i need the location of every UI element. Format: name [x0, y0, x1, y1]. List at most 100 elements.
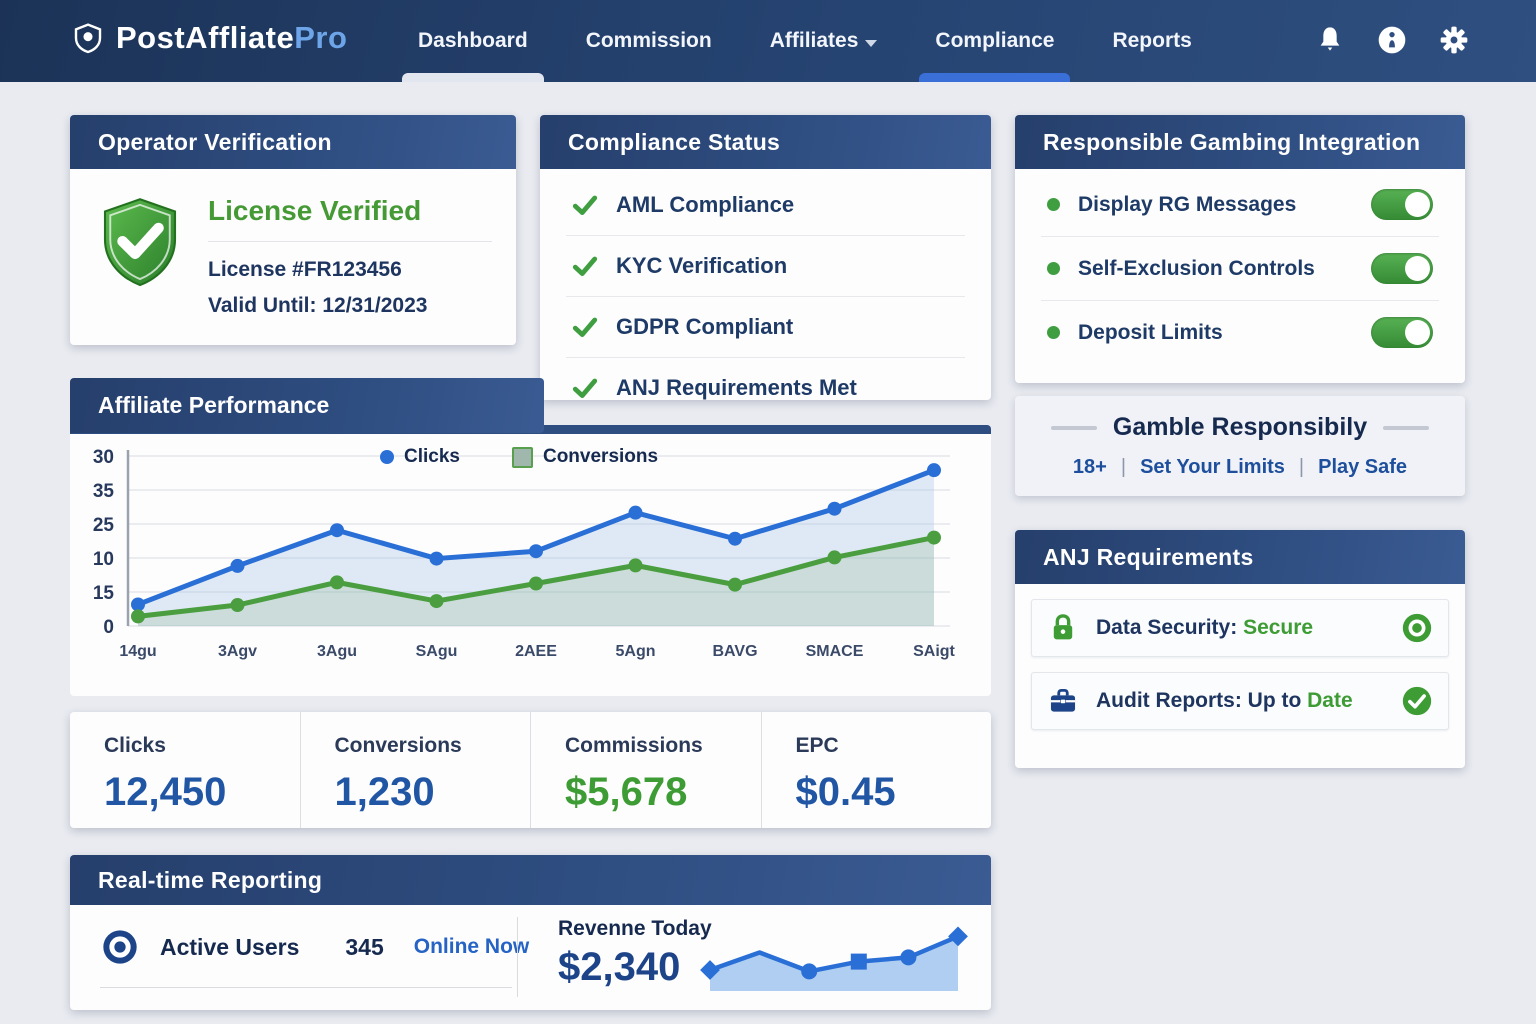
rg-toggle-list: Display RG Messages Self-Exclusion Contro… [1015, 169, 1465, 364]
online-now-label[interactable]: Online Now [413, 935, 530, 958]
chevron-down-icon [865, 39, 878, 47]
anj-requirement-value: Date [1307, 689, 1353, 712]
legend-clicks: Clicks [380, 446, 460, 468]
toggle-switch[interactable] [1371, 189, 1433, 220]
nav-item-affiliates[interactable]: Affiliates [770, 0, 878, 82]
gamble-responsibly-title: Gamble Responsibily [1112, 413, 1368, 441]
nav-item-label: Affiliates [769, 29, 859, 52]
check-icon [572, 378, 598, 398]
divider-dash [1050, 425, 1097, 430]
revenue-sparkline-chart [700, 926, 968, 991]
stat-value: 12,450 [104, 770, 227, 814]
nav-item-commission[interactable]: Commission [586, 0, 712, 82]
compliance-status-header: Compliance Status [540, 115, 991, 169]
svg-text:15: 15 [93, 583, 115, 604]
nav-action-icons [1314, 24, 1470, 56]
stat-epc: EPC $0.45 [762, 712, 992, 828]
svg-text:25: 25 [93, 515, 115, 536]
nav-item-label: Compliance [935, 29, 1055, 52]
operator-verification-title: Operator Verification [98, 128, 332, 155]
anj-requirement-text: Data Security: Secure [1096, 616, 1314, 639]
responsible-gambling-title: Responsible Gambing Integration [1043, 128, 1421, 155]
rg-setting-label: Deposit Limits [1078, 320, 1223, 344]
gamble-tag[interactable]: Play Safe [1318, 456, 1408, 478]
stat-value: $0.45 [795, 770, 896, 814]
nav-item-label: Reports [1112, 29, 1192, 52]
active-tab-indicator [402, 73, 544, 82]
anj-requirements-header: ANJ Requirements [1015, 530, 1465, 584]
toggle-switch[interactable] [1371, 253, 1433, 284]
stat-label: Clicks [104, 734, 166, 757]
top-navigation-bar: PostAffliatePro Dashboard Commission Affil… [0, 0, 1536, 82]
affiliate-performance-chart: 30 35 25 10 15 0 14gu 3Agv 3Agu SAgu 2AEE 5Agn BAVG S… [93, 447, 956, 660]
responsible-gambling-header: Responsible Gambing Integration [1015, 115, 1465, 169]
nav-item-dashboard[interactable]: Dashboard [402, 0, 544, 82]
active-users-icon [103, 930, 137, 964]
anj-requirement-value: Secure [1243, 616, 1314, 639]
affiliate-performance-title: Affiliate Performance [98, 392, 330, 418]
anj-requirements-card: ANJ Requirements Data Security: Secure Au… [1015, 530, 1465, 768]
green-dot-icon [1047, 326, 1060, 339]
active-tab-indicator [919, 73, 1071, 82]
operator-verification-header: Operator Verification [70, 115, 516, 169]
stat-label: EPC [795, 734, 839, 757]
compliance-item-label: GDPR Compliant [616, 314, 794, 339]
gamble-tag[interactable]: 18+ [1072, 456, 1107, 478]
license-valid-until: Valid Until: 12/31/2023 [208, 294, 428, 317]
legend-conversions: Conversions [511, 446, 658, 468]
active-users-label: Active Users [160, 933, 300, 960]
realtime-reporting-header: Real-time Reporting [70, 855, 991, 905]
compliance-item: KYC Verification [566, 236, 965, 297]
rg-setting-label: Display RG Messages [1078, 192, 1297, 216]
nav-item-reports[interactable]: Reports [1112, 0, 1191, 82]
svg-text:10: 10 [93, 549, 114, 570]
gear-icon[interactable] [1438, 24, 1470, 56]
responsible-gambling-card: Responsible Gambing Integration Display … [1015, 115, 1465, 383]
bell-icon[interactable] [1314, 24, 1346, 56]
rg-setting-row: Deposit Limits [1041, 301, 1439, 364]
check-icon [572, 195, 598, 215]
green-dot-icon [1047, 198, 1060, 211]
nav-item-compliance[interactable]: Compliance [919, 0, 1071, 82]
nav-menu: Dashboard Commission Affiliates Compliance R… [402, 0, 1192, 82]
nav-item-label: Dashboard [418, 29, 528, 52]
anj-requirement-text: Audit Reports: Up to Date [1096, 689, 1353, 712]
license-status: License Verified [208, 195, 492, 242]
compliance-item: GDPR Compliant [566, 297, 965, 358]
anj-requirement-row: Data Security: Secure [1031, 599, 1449, 657]
separator: | [1298, 456, 1305, 478]
toggle-switch[interactable] [1371, 317, 1433, 348]
verified-shield-icon [103, 198, 177, 287]
divider [517, 917, 518, 997]
realtime-reporting-card: Real-time Reporting Active Users 345 Onl… [70, 855, 991, 1010]
divider-dash [1383, 425, 1430, 430]
license-number: License #FR123456 [208, 258, 402, 281]
affiliate-performance-card: Clicks Conversions 30 35 25 10 15 0 14gu 3Agv 3A… [70, 378, 991, 696]
gamble-tag[interactable]: Set Your Limits [1140, 456, 1285, 478]
rg-setting-label: Self-Exclusion Controls [1078, 256, 1315, 280]
check-icon [572, 256, 598, 276]
anj-rows: Data Security: Secure Audit Reports: Up t… [1015, 599, 1465, 730]
brand-logo[interactable]: PostAffliatePro [72, 20, 347, 56]
info-icon[interactable] [1376, 24, 1408, 56]
stat-conversions: Conversions 1,230 [301, 712, 531, 828]
svg-text:0: 0 [103, 617, 114, 638]
revenue-today-value: $2,340 [558, 945, 681, 989]
compliance-item: AML Compliance [566, 175, 965, 236]
clicks-legend-marker [380, 450, 394, 464]
svg-text:5Agn: 5Agn [616, 643, 656, 660]
stats-summary-card: Clicks 12,450 Conversions 1,230 Commissions $… [70, 712, 991, 828]
toggle-knob [1405, 192, 1430, 217]
green-dot-icon [1047, 262, 1060, 275]
chart-legend: Clicks Conversions [380, 446, 658, 468]
anj-requirement-row: Audit Reports: Up to Date [1031, 672, 1449, 730]
gamble-tags: 18+ | Set Your Limits | Play Safe [1073, 456, 1407, 479]
affiliate-performance-body: Clicks Conversions 30 35 25 10 15 0 14gu 3Agv 3A… [70, 425, 991, 696]
stat-commissions: Commissions $5,678 [531, 712, 762, 828]
shield-logo-icon [74, 23, 102, 54]
svg-text:SAgu: SAgu [416, 643, 458, 660]
svg-text:SMACE: SMACE [806, 643, 864, 660]
lock-icon [1053, 614, 1073, 640]
stat-clicks: Clicks 12,450 [70, 712, 301, 828]
